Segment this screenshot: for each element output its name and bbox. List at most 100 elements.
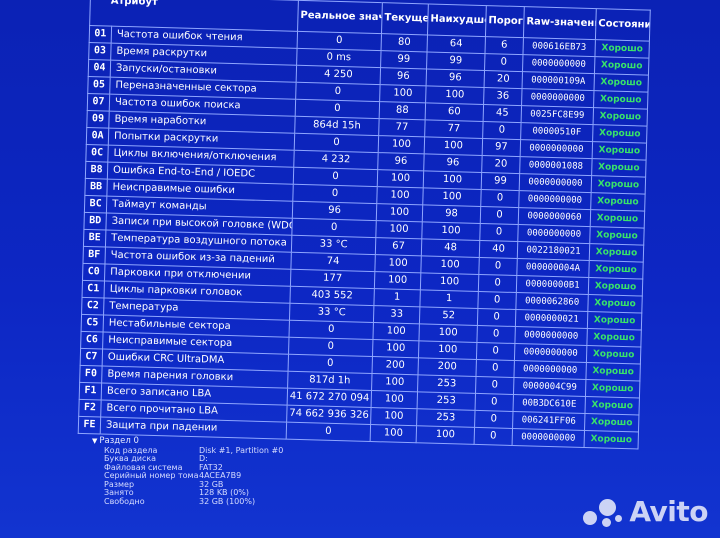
threshold-cell: 0 (474, 410, 514, 429)
current-value-cell: 99 (380, 50, 428, 69)
partition-field-value: 32 GB (100%) (199, 496, 256, 506)
partition-field-value: 128 KB (0%) (199, 488, 250, 497)
partition-field-value: D: (199, 454, 208, 463)
partition-field-row: Файловая система FAT32 (92, 463, 283, 473)
raw-value-cell: 00000510F (520, 122, 594, 142)
partition-field-label: Серийный номер тома (104, 471, 199, 480)
status-cell: Хорошо (587, 294, 643, 314)
watermark-text: Avito (629, 495, 708, 528)
real-value-cell: 0 (286, 422, 371, 442)
threshold-cell: 6 (484, 36, 524, 55)
raw-value-cell: 0000000000 (518, 190, 592, 210)
partition-field-row: Размер 32 GB (92, 479, 283, 490)
current-value-cell: 100 (372, 322, 420, 341)
threshold-cell: 0 (478, 274, 517, 293)
status-cell: Хорошо (588, 260, 644, 280)
column-header-raw[interactable]: Raw-значение (523, 6, 597, 40)
worst-value-cell: 60 (425, 102, 484, 122)
worst-value-cell: 253 (417, 374, 476, 394)
partition-fields: Код раздела Disk #1, Partition #0 Буква ди… (92, 445, 283, 507)
threshold-cell: 40 (479, 240, 518, 259)
raw-value-cell: 000000109A (522, 71, 595, 91)
status-cell: Хорошо (588, 277, 643, 297)
worst-value-cell: 100 (418, 340, 477, 360)
current-value-cell: 100 (371, 373, 418, 392)
worst-value-cell: 96 (426, 68, 485, 88)
column-header-worst[interactable]: Наихудшее (427, 3, 487, 37)
partition-field-label: Код раздела (104, 445, 158, 455)
chevron-down-icon[interactable]: ▼ (92, 437, 98, 445)
attribute-id: B8 (85, 161, 108, 180)
threshold-cell: 0 (484, 53, 523, 72)
attribute-id: C6 (80, 331, 104, 349)
worst-value-cell: 52 (419, 306, 478, 326)
attribute-id: BF (82, 246, 106, 265)
status-cell: Хорошо (584, 430, 639, 449)
attribute-id: FE (78, 416, 101, 434)
status-cell: Хорошо (591, 158, 647, 178)
partition-field-value: 32 GB (199, 479, 224, 489)
attribute-id: 09 (86, 110, 110, 129)
raw-value-cell: 000000004A (516, 258, 590, 278)
status-cell: Хорошо (593, 107, 648, 127)
current-value-cell: 96 (380, 67, 427, 86)
column-header-real-value[interactable]: Реальное значение (297, 0, 383, 34)
current-value-cell: 100 (370, 424, 417, 443)
avito-logo-icon (581, 497, 625, 527)
status-cell: Хорошо (592, 124, 648, 144)
status-cell: Хорошо (594, 39, 650, 59)
worst-value-cell: 100 (420, 272, 479, 292)
attribute-id: C2 (81, 297, 105, 316)
worst-value-cell: 100 (416, 425, 475, 445)
attribute-id: BD (83, 212, 107, 231)
status-cell: Хорошо (589, 243, 644, 263)
current-value-cell: 33 (373, 305, 420, 324)
threshold-cell: 0 (475, 359, 515, 378)
real-value-cell: 41 672 270 094 (287, 388, 372, 408)
raw-value-cell: 0000000000 (513, 360, 587, 380)
status-cell: Хорошо (593, 73, 649, 93)
partition-header[interactable]: ▼ Раздел 0 (92, 437, 283, 446)
raw-value-cell: 00000000B1 (516, 275, 589, 295)
threshold-cell: 0 (477, 308, 516, 327)
column-header-current[interactable]: Текущее (381, 2, 429, 35)
raw-value-cell: 0000000021 (515, 309, 588, 329)
status-cell: Хорошо (590, 192, 646, 212)
current-value-cell: 100 (371, 390, 418, 409)
status-cell: Хорошо (584, 396, 640, 415)
threshold-cell: 20 (481, 155, 521, 174)
threshold-cell: 0 (479, 223, 519, 242)
current-value-cell: 100 (370, 407, 418, 426)
partition-field-row: Свободно 32 GB (100%) (92, 496, 283, 507)
current-value-cell: 100 (374, 271, 421, 290)
threshold-cell: 99 (481, 172, 520, 191)
partition-field-row: Занято 128 KB (0%) (92, 488, 283, 498)
worst-value-cell: 253 (417, 391, 476, 411)
worst-value-cell: 96 (423, 153, 483, 173)
status-cell: Хорошо (589, 226, 645, 246)
worst-value-cell: 100 (425, 85, 485, 105)
watermark: Avito (581, 495, 708, 528)
partition-field-row: Буква диска D: (92, 454, 283, 464)
threshold-cell: 45 (483, 104, 522, 123)
threshold-cell: 0 (477, 291, 517, 310)
threshold-cell: 0 (476, 325, 516, 344)
attribute-id: BC (84, 195, 107, 214)
worst-value-cell: 48 (421, 238, 480, 258)
column-header-status[interactable]: Состояние (595, 8, 651, 42)
current-value-cell: 100 (374, 254, 422, 273)
attribute-id: C1 (82, 280, 105, 299)
current-value-cell: 100 (377, 169, 424, 188)
raw-value-cell: 0000001088 (519, 156, 593, 176)
smart-table-body: 01 Частота ошибок чтения 0 80 64 6 000616EB73 Х… (78, 25, 650, 449)
partition-field-row: Серийный номер тома 4ACEA7B9 (92, 471, 283, 481)
raw-value-cell: 0000000000 (514, 343, 587, 363)
threshold-cell: 0 (476, 342, 515, 361)
status-cell: Хорошо (585, 379, 640, 398)
attribute-id: 0A (86, 127, 109, 146)
column-header-threshold[interactable]: Порог (485, 5, 525, 38)
current-value-cell: 80 (381, 33, 428, 52)
current-value-cell: 100 (376, 203, 423, 222)
raw-value-cell: 0000000000 (520, 139, 593, 159)
worst-value-cell: 77 (424, 119, 484, 139)
